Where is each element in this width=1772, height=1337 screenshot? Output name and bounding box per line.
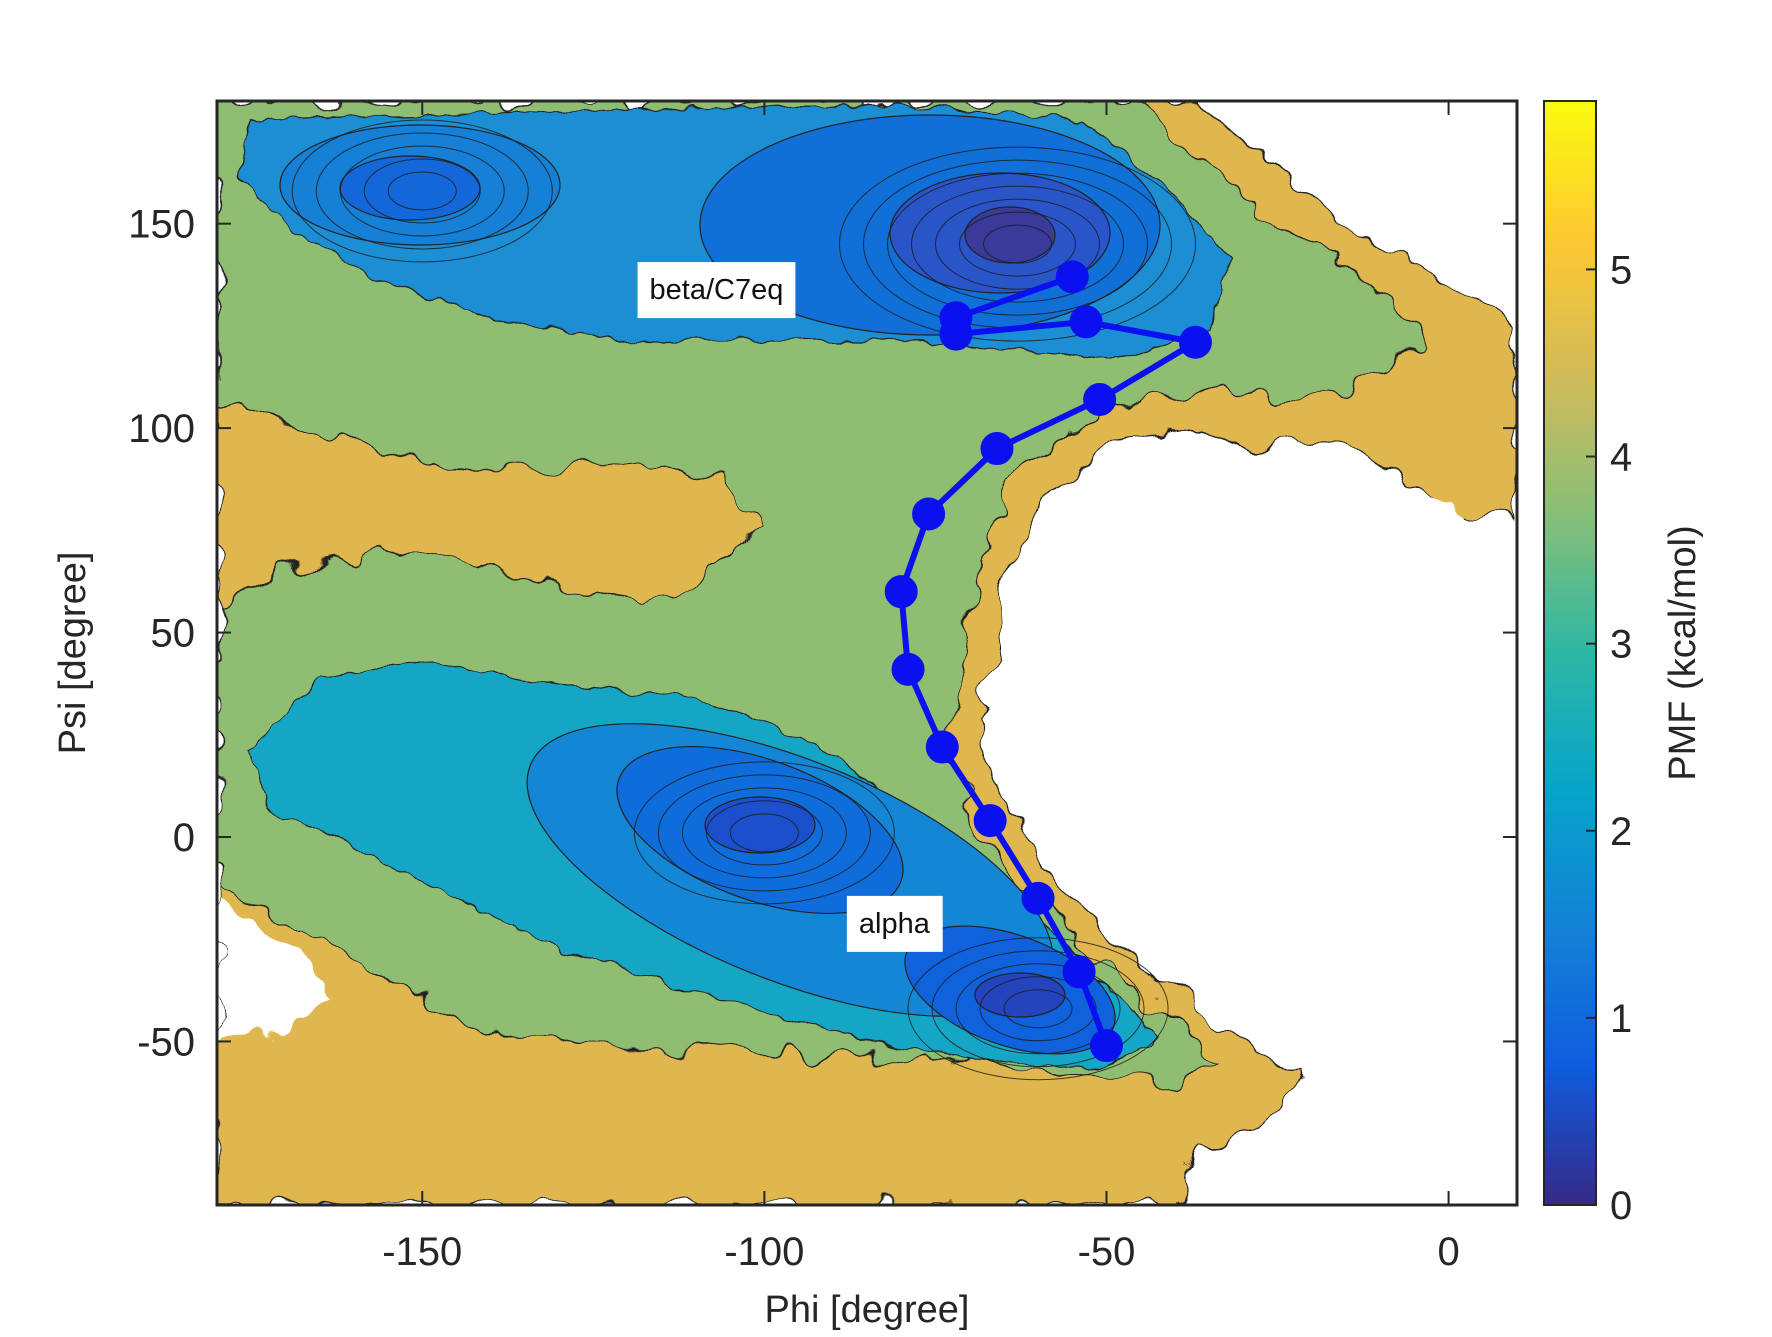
pathway-point bbox=[1069, 305, 1103, 339]
pathway-point bbox=[1021, 881, 1055, 915]
contour-line bbox=[839, 146, 1197, 342]
contour-line bbox=[729, 813, 799, 853]
contour-line bbox=[363, 158, 481, 224]
contour-line bbox=[657, 774, 871, 892]
pathway-point bbox=[1083, 382, 1117, 416]
pathway-point bbox=[1055, 260, 1089, 294]
y-tick-label: -50 bbox=[137, 1020, 195, 1064]
contour-line bbox=[935, 198, 1101, 290]
contour-lines bbox=[291, 119, 1197, 1081]
contour-line bbox=[339, 145, 505, 237]
contour-line bbox=[959, 211, 1077, 277]
x-axis-label: Phi [degree] bbox=[765, 1289, 970, 1331]
contour-line bbox=[1003, 989, 1073, 1029]
annotation-label: alpha bbox=[859, 908, 931, 940]
basin-alpha-core bbox=[704, 796, 816, 854]
pathway-point bbox=[973, 804, 1007, 838]
colorbar-tick-label: 4 bbox=[1610, 436, 1632, 480]
pathway-point bbox=[980, 432, 1014, 466]
colorbar-ticks: 0 1 2 3 4 5 bbox=[1586, 248, 1632, 1228]
pathway-point bbox=[912, 497, 946, 531]
annotations: beta/C7eq alpha bbox=[637, 262, 943, 952]
annotation-box bbox=[637, 262, 796, 319]
contour-line bbox=[633, 761, 895, 905]
pathway-point bbox=[884, 575, 918, 609]
contour-line bbox=[979, 976, 1097, 1042]
sampling-void-left bbox=[217, 900, 330, 1040]
contour-line bbox=[291, 119, 553, 263]
x-tick-label: 0 bbox=[1437, 1230, 1459, 1274]
contour-line bbox=[705, 800, 823, 866]
colorbar-tick-label: 3 bbox=[1610, 623, 1632, 667]
x-tick-label: -100 bbox=[724, 1230, 804, 1274]
contour-line bbox=[983, 224, 1053, 264]
x-tick-label: -50 bbox=[1078, 1230, 1136, 1274]
x-tick-label: -150 bbox=[382, 1230, 462, 1274]
y-axis-ticks: -50 0 50 100 150 bbox=[128, 203, 1517, 1064]
basin-lower-core bbox=[974, 972, 1066, 1018]
pathway-point bbox=[1089, 1029, 1123, 1063]
pathway-point bbox=[925, 730, 959, 764]
y-tick-label: 50 bbox=[151, 612, 196, 656]
y-tick-label: 150 bbox=[128, 203, 195, 247]
plot-frame bbox=[215, 99, 1519, 1207]
pmf-surface bbox=[217, 101, 1517, 1205]
contour-line bbox=[887, 172, 1149, 316]
contour-line bbox=[387, 171, 457, 211]
colorbar-tick-label: 2 bbox=[1610, 810, 1632, 854]
basin-topleft-core bbox=[339, 155, 481, 221]
transition-pathway bbox=[884, 260, 1212, 1063]
contour-line bbox=[931, 950, 1145, 1068]
contour-line bbox=[911, 185, 1125, 303]
annotation-label: beta/C7eq bbox=[650, 274, 784, 306]
annotation-box bbox=[846, 895, 943, 952]
colorbar-tick-label: 0 bbox=[1610, 1184, 1632, 1228]
y-tick-label: 100 bbox=[128, 407, 195, 451]
pathway-point bbox=[1178, 325, 1212, 359]
colorbar-label: PMF (kcal/mol) bbox=[1662, 525, 1704, 780]
contour-line bbox=[907, 937, 1169, 1081]
y-tick-label: 0 bbox=[173, 816, 195, 860]
contour-line bbox=[955, 963, 1121, 1055]
basin-beta-core bbox=[964, 206, 1056, 264]
colorbar bbox=[1543, 100, 1597, 1206]
pathway-point bbox=[891, 652, 925, 686]
colorbar-tick-label: 1 bbox=[1610, 997, 1632, 1041]
y-axis-label: Psi [degree] bbox=[52, 552, 94, 755]
pathway-point bbox=[939, 317, 973, 351]
contour-line bbox=[315, 132, 529, 250]
pathway-point bbox=[1062, 955, 1096, 989]
colorbar-tick-label: 5 bbox=[1610, 248, 1632, 292]
x-axis-ticks: -150 -100 -50 0 bbox=[382, 101, 1460, 1274]
sampling-void-center bbox=[1010, 470, 1517, 1090]
contour-line bbox=[681, 787, 847, 879]
